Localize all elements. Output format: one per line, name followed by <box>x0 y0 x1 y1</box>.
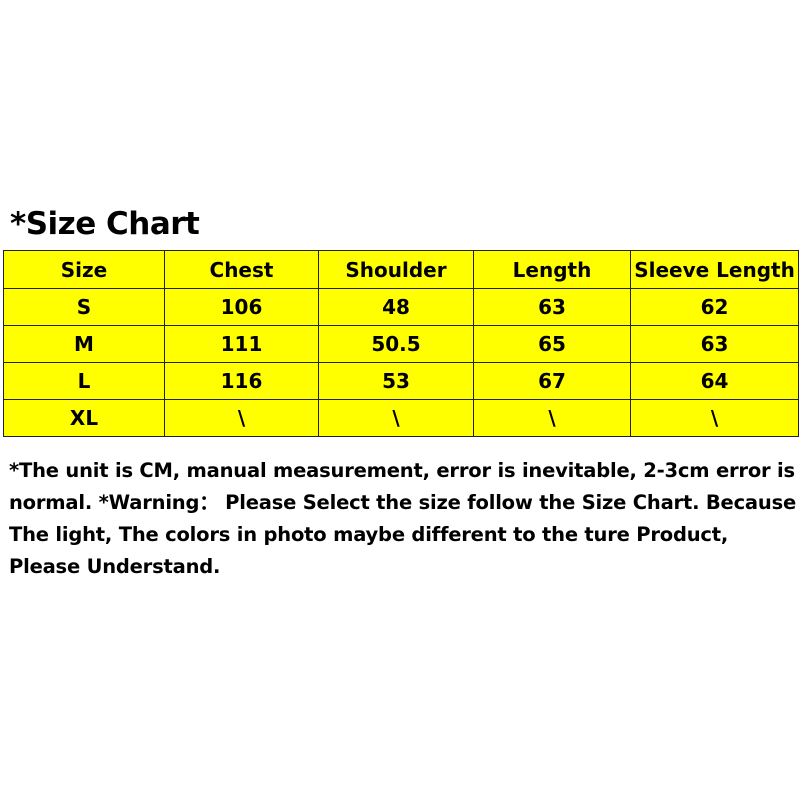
table-cell: 65 <box>473 325 631 363</box>
table-cell: 106 <box>164 288 319 326</box>
table-cell: L <box>3 362 165 400</box>
table-row: L 116 53 67 64 <box>3 362 799 400</box>
table-cell: 64 <box>630 362 799 400</box>
header-cell: Size <box>3 250 165 289</box>
table-cell: \ <box>318 399 474 437</box>
size-notes: *The unit is CM, manual measurement, err… <box>9 459 797 578</box>
table-cell: S <box>3 288 165 326</box>
header-cell: Chest <box>164 250 319 289</box>
table-cell: XL <box>3 399 165 437</box>
header-row: Size Chest Shoulder Length Sleeve Length <box>3 250 799 289</box>
table-cell: 48 <box>318 288 474 326</box>
table-cell: \ <box>473 399 631 437</box>
page-title: *Size Chart <box>10 206 200 242</box>
table-cell: 111 <box>164 325 319 363</box>
table-cell: 53 <box>318 362 474 400</box>
table-cell: 63 <box>473 288 631 326</box>
table-row: S 106 48 63 62 <box>3 288 799 326</box>
table-cell: 62 <box>630 288 799 326</box>
table-row: XL \ \ \ \ <box>3 399 799 437</box>
header-cell: Length <box>473 250 631 289</box>
table-cell: 50.5 <box>318 325 474 363</box>
table-cell: 67 <box>473 362 631 400</box>
header-cell: Shoulder <box>318 250 474 289</box>
size-chart-table: Size Chest Shoulder Length Sleeve Length S 106… <box>3 250 799 437</box>
table-cell: \ <box>630 399 799 437</box>
header-cell: Sleeve Length <box>630 250 799 289</box>
table-cell: 116 <box>164 362 319 400</box>
table-cell: M <box>3 325 165 363</box>
table-cell: \ <box>164 399 319 437</box>
table-cell: 63 <box>630 325 799 363</box>
table-row: M 111 50.5 65 63 <box>3 325 799 363</box>
